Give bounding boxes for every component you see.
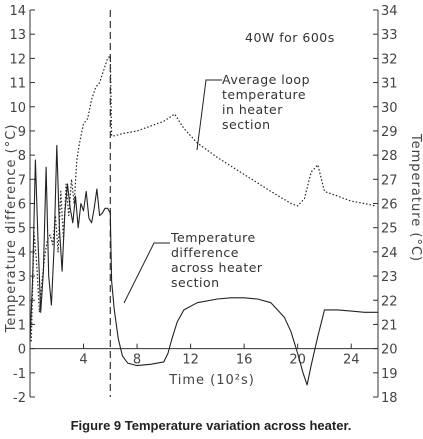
series-label-temperature-difference: section [171, 275, 220, 290]
x-tick-label: 20 [289, 353, 306, 368]
y-tick-label-left: 3 [18, 270, 26, 285]
y-tick-label-right: 33 [381, 28, 398, 43]
y-tick-label-left: 9 [18, 125, 26, 140]
y-tick-label-left: -2 [13, 391, 26, 406]
y-tick-label-left: 5 [18, 222, 26, 237]
y-tick-label-left: -1 [13, 367, 26, 382]
y-tick-label-right: 32 [381, 52, 398, 67]
y-tick-label-right: 26 [381, 198, 398, 213]
y-tick-label-left: 12 [9, 52, 26, 67]
y-tick-label-right: 27 [381, 173, 398, 188]
series-label-average-loop: in heater [222, 102, 283, 117]
y-tick-label-left: 4 [18, 246, 26, 261]
series-average-loop-temperature [30, 55, 376, 342]
series-label-average-loop: Average loop [222, 72, 310, 87]
y-tick-label-right: 24 [381, 246, 398, 261]
y-tick-label-left: 2 [18, 294, 26, 309]
y-tick-label-right: 22 [381, 294, 398, 309]
figure-caption: Figure 9 Temperature variation across he… [71, 418, 352, 433]
power-label: 40W for 600s [245, 30, 335, 45]
y-tick-label-right: 23 [381, 270, 398, 285]
y-tick-label-right: 31 [381, 77, 398, 92]
axes [29, 10, 379, 397]
y-tick-label-right: 19 [381, 367, 398, 382]
series-group [29, 55, 378, 386]
x-tick-label: 4 [79, 353, 87, 368]
y-tick-label-left: 11 [9, 77, 26, 92]
y-tick-label-right: 29 [381, 125, 398, 140]
y-tick-label-left: 10 [9, 101, 26, 116]
y-tick-label-right: 30 [381, 101, 398, 116]
x-axis-title: Time (10²s) [168, 373, 255, 388]
y-axis-title-right: Temperature (°C) [408, 133, 423, 262]
y-tick-label-left: 8 [18, 149, 26, 164]
y-tick-label-left: 13 [9, 28, 26, 43]
y-tick-label-right: 34 [381, 4, 398, 19]
y-tick-label-right: 21 [381, 318, 398, 333]
leader-temperature-difference [123, 242, 170, 304]
series-label-average-loop: section [222, 117, 271, 132]
y-tick-label-left: 1 [18, 318, 26, 333]
series-label-temperature-difference: difference [171, 245, 239, 260]
y-tick-label-right: 25 [381, 222, 398, 237]
y-tick-label-right: 20 [381, 343, 398, 358]
series-label-temperature-difference: across heater [171, 260, 263, 275]
series-temperature-difference [29, 144, 378, 386]
x-tick-label: 8 [133, 353, 141, 368]
x-tick-label: 24 [343, 353, 360, 368]
y-tick-label-right: 18 [381, 391, 398, 406]
y-tick-label-left: 0 [18, 343, 26, 358]
y-tick-label-left: 7 [18, 173, 26, 188]
series-label-temperature-difference: Temperature [170, 230, 256, 245]
y-axis-title-left: Temperature difference (°C) [4, 124, 19, 334]
leader-average-loop [196, 79, 222, 151]
x-tick-label: 12 [182, 353, 199, 368]
ticks: -2-1012345678910111213141819202122232425… [9, 4, 397, 406]
y-tick-label-left: 6 [18, 198, 26, 213]
y-tick-label-left: 14 [9, 4, 26, 19]
labels: 40W for 600s Temperature difference (°C)… [4, 30, 423, 433]
y-tick-label-right: 28 [381, 149, 398, 164]
x-tick-label: 16 [236, 353, 253, 368]
series-label-average-loop: temperature [222, 87, 306, 102]
